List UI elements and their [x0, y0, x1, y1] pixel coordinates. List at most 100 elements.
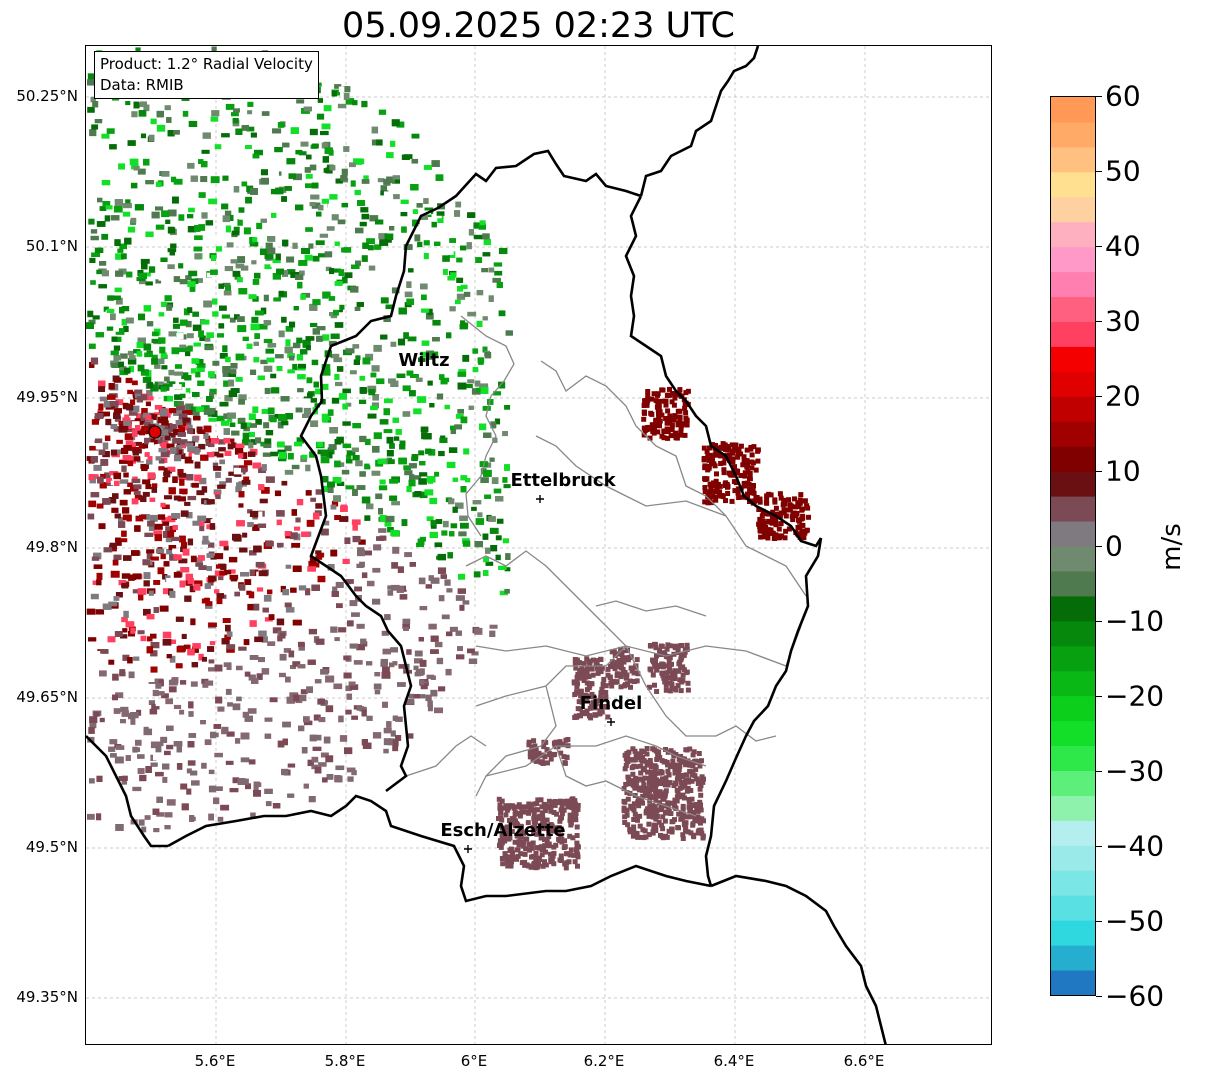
echo-pixel [669, 826, 675, 832]
echo-pixel [298, 641, 305, 647]
echo-pixel [150, 633, 157, 639]
echo-pixel [130, 627, 136, 634]
echo-pixel [459, 324, 468, 330]
echo-pixel [663, 682, 669, 688]
echo-pixel [248, 431, 255, 438]
echo-pixel [320, 449, 329, 457]
echo-pixel [101, 133, 110, 139]
echo-pixel [573, 665, 579, 671]
echo-pixel [138, 594, 144, 601]
echo-pixel [192, 643, 201, 649]
echo-pixel [145, 415, 152, 421]
echo-pixel [88, 474, 95, 480]
echo-pixel [183, 644, 191, 650]
lat-tick: 50.25°N [16, 87, 78, 105]
echo-pixel [335, 765, 345, 771]
echo-pixel [157, 193, 163, 199]
echo-pixel [544, 747, 550, 753]
echo-pixel [286, 256, 295, 263]
echo-pixel [663, 833, 669, 839]
echo-pixel [113, 426, 123, 432]
echo-pixel [558, 798, 564, 804]
echo-pixel [629, 668, 635, 674]
radar-map[interactable] [85, 45, 992, 1045]
echo-pixel [656, 414, 662, 420]
echo-pixel [308, 628, 318, 635]
echo-pixel [681, 421, 687, 427]
echo-pixel [305, 336, 315, 341]
echo-pixel [107, 636, 116, 643]
echo-pixel [403, 332, 409, 339]
echo-pixel [230, 363, 238, 369]
echo-pixel [596, 711, 602, 717]
echo-pixel [732, 488, 738, 494]
echo-pixel [278, 414, 287, 421]
echo-pixel [162, 425, 169, 431]
echo-pixel [228, 471, 238, 476]
echo-pixel [196, 490, 205, 496]
echo-pixel [670, 417, 676, 423]
echo-pixel [781, 497, 787, 503]
echo-pixel [137, 754, 145, 759]
echo-pixel [233, 467, 243, 475]
echo-pixel [335, 178, 343, 184]
echo-pixel [449, 531, 455, 537]
echo-pixel [777, 513, 783, 519]
echo-pixel [527, 806, 533, 812]
echo-pixel [693, 758, 699, 764]
echo-pixel [398, 307, 407, 315]
echo-pixel [178, 417, 186, 422]
echo-pixel [418, 637, 424, 642]
echo-pixel [575, 681, 580, 687]
echo-pixel [406, 485, 412, 493]
echo-pixel [740, 494, 745, 500]
echo-pixel [166, 744, 174, 750]
echo-pixel [131, 478, 141, 484]
echo-pixel [173, 495, 181, 501]
echo-pixel [144, 815, 151, 820]
echo-pixel [581, 661, 587, 667]
echo-pixel [187, 214, 194, 219]
echo-pixel [123, 367, 131, 374]
echo-pixel [235, 738, 241, 744]
echo-pixel [121, 253, 127, 260]
echo-pixel [162, 639, 172, 646]
echo-pixel [389, 698, 397, 703]
echo-pixel [628, 778, 634, 784]
echo-pixel [527, 847, 533, 853]
echo-pixel [160, 411, 166, 418]
colorbar-swatch [1051, 471, 1095, 497]
echo-pixel [258, 323, 268, 330]
echo-pixel [312, 299, 321, 306]
echo-pixel [163, 470, 171, 478]
echo-pixel [303, 783, 309, 789]
echo-pixel [168, 369, 175, 376]
echo-pixel [136, 276, 146, 282]
echo-pixel [631, 679, 637, 684]
echo-pixel [609, 664, 615, 670]
echo-pixel [310, 420, 319, 428]
echo-pixel [93, 552, 102, 560]
echo-pixel [607, 674, 613, 680]
echo-pixel [139, 774, 147, 782]
echo-pixel [551, 850, 557, 856]
echo-pixel [656, 819, 662, 825]
echo-pixel [225, 103, 235, 110]
echo-pixel [668, 433, 674, 439]
echo-pixel [653, 782, 659, 788]
echo-pixel [284, 445, 292, 452]
echo-pixel [180, 439, 188, 445]
echo-pixel [675, 825, 681, 830]
echo-pixel [108, 383, 115, 390]
echo-pixel [311, 756, 319, 763]
echo-pixel [110, 360, 119, 365]
echo-pixel [219, 459, 225, 465]
echo-pixel [688, 760, 694, 765]
echo-pixel [160, 352, 167, 359]
echo-pixel [138, 313, 146, 321]
echo-pixel [678, 429, 684, 435]
echo-pixel [251, 316, 259, 323]
echo-pixel [288, 173, 296, 179]
echo-pixel [417, 396, 427, 403]
echo-pixel [254, 272, 261, 279]
